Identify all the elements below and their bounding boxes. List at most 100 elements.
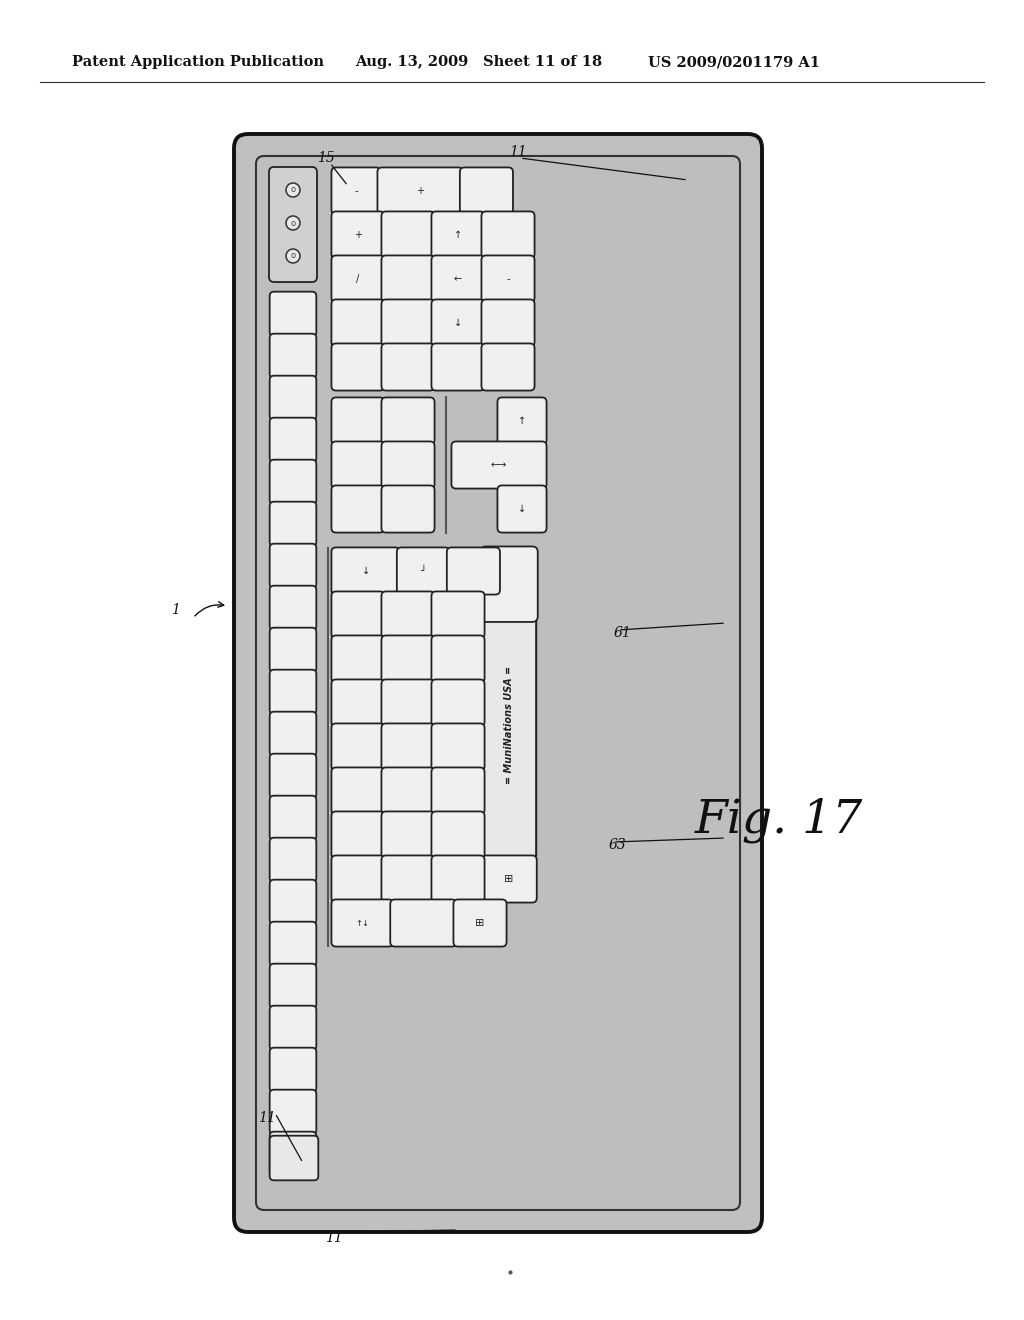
FancyBboxPatch shape [390,899,457,946]
FancyBboxPatch shape [234,135,762,1232]
FancyBboxPatch shape [332,723,385,771]
Text: -: - [354,186,357,195]
Text: o: o [291,219,296,227]
Text: ←: ← [454,275,462,284]
Text: ↓: ↓ [454,318,462,327]
FancyBboxPatch shape [269,586,316,631]
FancyBboxPatch shape [431,591,484,639]
FancyBboxPatch shape [446,548,500,594]
Text: 11: 11 [326,1232,343,1245]
Circle shape [286,249,300,263]
FancyBboxPatch shape [481,343,535,391]
FancyBboxPatch shape [378,168,463,215]
Text: +: + [354,230,362,240]
Text: o: o [291,186,296,194]
FancyBboxPatch shape [332,812,385,858]
FancyBboxPatch shape [332,343,385,391]
FancyBboxPatch shape [498,486,547,532]
FancyBboxPatch shape [269,417,316,462]
Text: 11: 11 [258,1111,275,1125]
FancyBboxPatch shape [381,812,434,858]
FancyBboxPatch shape [381,441,434,488]
Text: ┘: ┘ [421,566,426,576]
FancyBboxPatch shape [269,292,316,337]
Text: -: - [506,275,510,284]
FancyBboxPatch shape [269,796,316,841]
FancyBboxPatch shape [332,899,393,946]
FancyBboxPatch shape [381,300,434,347]
Text: ↓: ↓ [361,566,370,576]
FancyBboxPatch shape [481,211,535,259]
FancyBboxPatch shape [269,711,316,756]
Text: o: o [291,252,296,260]
FancyBboxPatch shape [269,1131,316,1176]
FancyBboxPatch shape [332,397,385,445]
FancyBboxPatch shape [381,211,434,259]
FancyBboxPatch shape [431,855,484,903]
FancyBboxPatch shape [332,256,385,302]
Text: Aug. 13, 2009: Aug. 13, 2009 [355,55,468,69]
FancyBboxPatch shape [431,723,484,771]
FancyBboxPatch shape [332,548,400,594]
FancyBboxPatch shape [381,680,434,726]
Text: /: / [356,275,359,284]
FancyBboxPatch shape [269,376,316,420]
FancyBboxPatch shape [481,855,537,903]
FancyBboxPatch shape [332,680,385,726]
FancyBboxPatch shape [381,256,434,302]
Text: 61: 61 [613,626,631,640]
Text: +: + [416,186,424,195]
Text: = MuniNations USA =: = MuniNations USA = [504,665,514,784]
Text: US 2009/0201179 A1: US 2009/0201179 A1 [648,55,820,69]
FancyBboxPatch shape [269,502,316,546]
Text: ↑: ↑ [518,416,526,426]
FancyBboxPatch shape [381,591,434,639]
FancyBboxPatch shape [431,343,484,391]
FancyBboxPatch shape [452,441,547,488]
Text: ⊞: ⊞ [505,874,514,884]
FancyBboxPatch shape [481,300,535,347]
FancyBboxPatch shape [460,168,513,215]
Circle shape [286,216,300,230]
Text: 11: 11 [509,145,527,158]
Text: Fig. 17: Fig. 17 [695,797,863,842]
FancyBboxPatch shape [269,669,316,714]
FancyBboxPatch shape [269,1135,318,1180]
Text: ↑↓: ↑↓ [355,919,370,928]
FancyBboxPatch shape [454,899,507,946]
FancyBboxPatch shape [431,211,484,259]
FancyBboxPatch shape [269,754,316,799]
FancyBboxPatch shape [269,879,316,924]
FancyBboxPatch shape [381,486,434,532]
FancyBboxPatch shape [269,628,316,672]
FancyBboxPatch shape [269,544,316,589]
FancyBboxPatch shape [269,838,316,882]
FancyBboxPatch shape [269,1048,316,1093]
Text: 1: 1 [171,603,179,616]
Text: 63: 63 [608,838,626,851]
Text: ⊞: ⊞ [475,917,484,928]
FancyBboxPatch shape [381,723,434,771]
FancyBboxPatch shape [482,591,537,858]
FancyBboxPatch shape [381,855,434,903]
FancyBboxPatch shape [269,1090,316,1134]
Circle shape [286,183,300,197]
FancyBboxPatch shape [269,459,316,504]
FancyBboxPatch shape [431,635,484,682]
FancyBboxPatch shape [269,1006,316,1051]
FancyBboxPatch shape [332,211,385,259]
Text: ↓: ↓ [518,504,526,513]
FancyBboxPatch shape [431,680,484,726]
Text: 15: 15 [317,150,335,165]
Text: ←→: ←→ [490,459,507,470]
FancyBboxPatch shape [332,441,385,488]
FancyBboxPatch shape [431,812,484,858]
FancyBboxPatch shape [269,168,317,282]
FancyBboxPatch shape [256,156,740,1210]
FancyBboxPatch shape [332,635,385,682]
Text: Patent Application Publication: Patent Application Publication [72,55,324,69]
FancyBboxPatch shape [431,767,484,814]
FancyBboxPatch shape [332,486,385,532]
FancyBboxPatch shape [498,397,547,445]
FancyBboxPatch shape [269,964,316,1008]
